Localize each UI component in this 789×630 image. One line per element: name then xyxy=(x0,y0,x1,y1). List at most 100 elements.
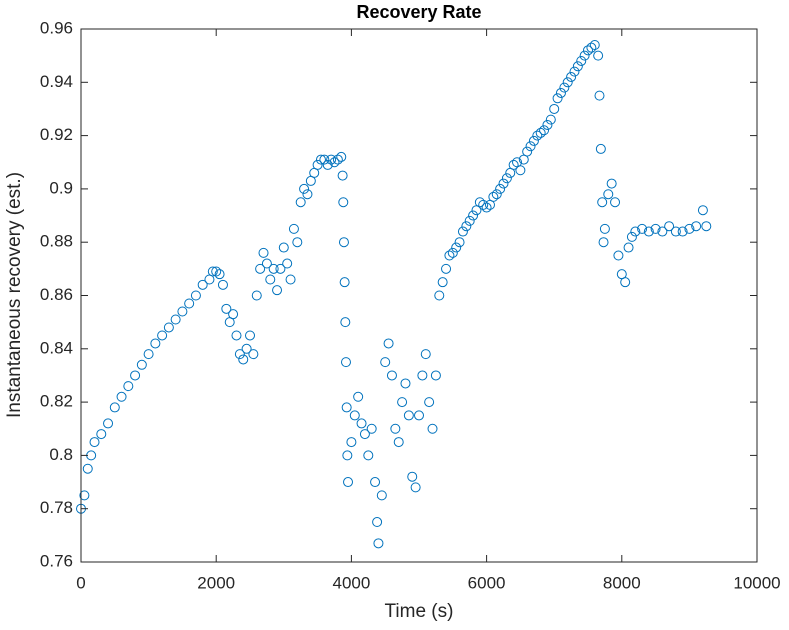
scatter-point xyxy=(498,178,509,189)
scatter-point xyxy=(82,463,93,474)
scatter-point xyxy=(515,165,526,176)
scatter-point xyxy=(265,274,276,285)
scatter-point xyxy=(372,517,383,528)
scatter-point xyxy=(566,71,577,82)
scatter-point xyxy=(535,127,546,138)
scatter-point xyxy=(272,285,283,296)
scatter-point xyxy=(322,159,333,170)
scatter-point xyxy=(664,221,675,232)
scatter-point xyxy=(143,349,154,360)
scatter-point xyxy=(295,197,306,208)
scatter-point xyxy=(103,418,114,429)
scatter-point xyxy=(248,349,259,360)
scatter-point xyxy=(586,42,597,53)
y-tick-label: 0.94 xyxy=(40,72,73,91)
scatter-point xyxy=(417,370,428,381)
scatter-point xyxy=(403,410,414,421)
scatter-point xyxy=(620,277,631,288)
scatter-point xyxy=(630,226,641,237)
scatter-point xyxy=(461,221,472,232)
scatter-point xyxy=(383,338,394,349)
scatter-point xyxy=(241,343,252,354)
scatter-point xyxy=(400,378,411,389)
scatter-point xyxy=(359,429,370,440)
scatter-point xyxy=(353,391,364,402)
scatter-point xyxy=(228,309,239,320)
chart-title: Recovery Rate xyxy=(356,2,481,22)
y-tick-label: 0.84 xyxy=(40,338,73,357)
scatter-point xyxy=(217,279,228,290)
y-tick-label: 0.9 xyxy=(49,178,73,197)
scatter-point xyxy=(545,114,556,125)
scatter-point xyxy=(342,450,353,461)
x-tick-label: 6000 xyxy=(468,573,506,592)
scatter-point xyxy=(356,418,367,429)
scatter-point xyxy=(697,205,708,216)
scatter-point xyxy=(123,381,134,392)
scatter-point xyxy=(278,242,289,253)
scatter-point xyxy=(593,50,604,61)
scatter-point xyxy=(268,263,279,274)
scatter-point xyxy=(238,354,249,365)
scatter-point xyxy=(549,103,560,114)
scatter-point xyxy=(258,247,269,258)
scatter-point xyxy=(336,151,347,162)
scatter-point xyxy=(319,154,330,165)
x-tick-label: 2000 xyxy=(197,573,235,592)
scatter-point xyxy=(340,357,351,368)
scatter-point xyxy=(444,250,455,261)
scatter-point xyxy=(245,330,255,341)
scatter-point xyxy=(292,237,303,248)
scatter-point xyxy=(598,237,609,248)
scatter-point xyxy=(343,477,354,488)
scatter-point xyxy=(197,279,208,290)
scatter-point xyxy=(285,274,296,285)
scatter-point xyxy=(626,231,637,242)
scatter-point xyxy=(255,263,266,274)
scatter-point xyxy=(184,298,195,309)
scatter-point xyxy=(437,277,448,288)
x-tick-label: 0 xyxy=(76,573,85,592)
scatter-point xyxy=(393,437,404,448)
scatter-point xyxy=(157,330,168,341)
scatter-point xyxy=(451,242,462,253)
scatter-point xyxy=(495,183,506,194)
scatter-point xyxy=(211,266,222,277)
scatter-point xyxy=(386,370,397,381)
scatter-point xyxy=(559,82,570,93)
scatter-point xyxy=(163,322,174,333)
scatter-point xyxy=(474,197,485,208)
scatter-point xyxy=(552,93,563,104)
scatter-point xyxy=(650,223,661,234)
scatter-point xyxy=(79,490,90,501)
scatter-point xyxy=(569,66,580,77)
scatter-point xyxy=(613,250,624,261)
scatter-point xyxy=(430,370,441,381)
scatter-point xyxy=(299,183,310,194)
scatter-point xyxy=(427,423,438,434)
scatter-point xyxy=(623,242,634,253)
scatter-point xyxy=(251,290,262,301)
scatter-point xyxy=(363,450,374,461)
scatter-point xyxy=(261,258,272,269)
y-axis-label: Instantaneous recovery (est.) xyxy=(4,172,25,418)
scatter-point xyxy=(170,314,181,325)
scatter-point xyxy=(312,159,323,170)
scatter-point xyxy=(424,397,435,408)
scatter-point xyxy=(576,55,587,66)
scatter-point xyxy=(177,306,188,317)
y-tick-label: 0.92 xyxy=(40,125,73,144)
scatter-point xyxy=(491,189,502,200)
scatter-point xyxy=(380,357,391,368)
scatter-point xyxy=(414,410,424,421)
scatter-point xyxy=(583,45,593,56)
scatter-point xyxy=(339,277,350,288)
scatter-point xyxy=(337,170,348,181)
scatter-point xyxy=(116,391,127,402)
scatter-point xyxy=(691,221,702,232)
scatter-point xyxy=(214,269,225,280)
scatter-point xyxy=(397,397,408,408)
scatter-point xyxy=(420,349,431,360)
